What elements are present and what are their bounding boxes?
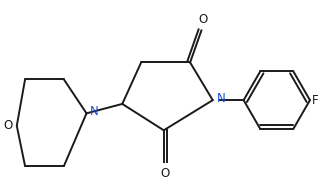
Text: O: O [3,119,12,132]
Text: O: O [198,13,207,26]
Text: N: N [217,92,226,105]
Text: O: O [160,167,169,180]
Text: F: F [312,94,319,107]
Text: N: N [90,105,98,118]
